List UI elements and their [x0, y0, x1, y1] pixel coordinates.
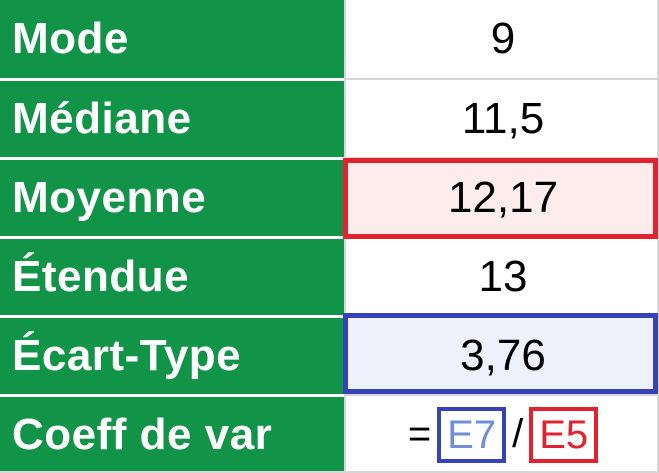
formula-cell-coeff-de-var[interactable]: = E7 / E5	[347, 396, 659, 473]
value-cell-mode[interactable]: 9	[347, 0, 659, 78]
table-row-etendue: Étendue 13	[0, 238, 659, 316]
formula-editor[interactable]: = E7 / E5	[407, 406, 599, 463]
value-cell-etendue[interactable]: 13	[347, 238, 659, 316]
label-separator	[0, 157, 344, 160]
table-row-ecart-type: Écart-Type 3,76	[0, 317, 659, 395]
formula-equals-sign: =	[407, 412, 432, 456]
label-cell-etendue[interactable]: Étendue	[0, 238, 344, 316]
bottom-border	[0, 471, 659, 473]
table-row-mediane: Médiane 11,5	[0, 80, 659, 158]
table-row-moyenne: Moyenne 12,17	[0, 159, 659, 237]
table-row-coeff-de-var: Coeff de var = E7 / E5	[0, 396, 659, 473]
label-cell-mode[interactable]: Mode	[0, 0, 344, 78]
label-cell-ecart-type[interactable]: Écart-Type	[0, 317, 344, 395]
label-separator	[0, 315, 344, 318]
value-cell-mediane[interactable]: 11,5	[347, 80, 659, 158]
label-cell-moyenne[interactable]: Moyenne	[0, 159, 344, 237]
label-separator	[0, 236, 344, 239]
value-cell-ecart-type[interactable]: 3,76	[347, 317, 659, 395]
table-row-mode: Mode 9	[0, 0, 659, 78]
cell-reference-e5[interactable]: E5	[529, 406, 599, 463]
cell-reference-e7[interactable]: E7	[437, 406, 507, 463]
label-separator	[0, 394, 344, 397]
formula-division-operator: /	[512, 412, 524, 456]
value-cell-moyenne[interactable]: 12,17	[347, 159, 659, 237]
label-cell-coeff-de-var[interactable]: Coeff de var	[0, 396, 344, 473]
label-separator	[0, 78, 344, 81]
label-cell-mediane[interactable]: Médiane	[0, 80, 344, 158]
